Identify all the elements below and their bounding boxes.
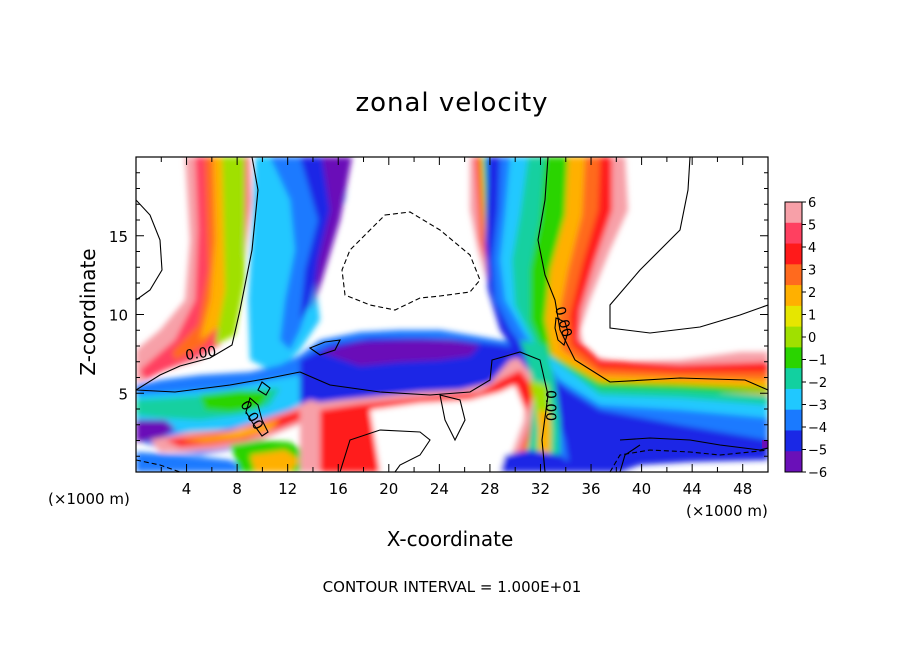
colorbar-label: 3 (808, 264, 816, 279)
x-tick-label: 12 (278, 480, 297, 498)
colorbar-swatch (785, 243, 802, 265)
colorbar-label: −2 (808, 376, 827, 391)
x-tick-label: 40 (632, 480, 651, 498)
colorbar-label: 5 (808, 219, 816, 234)
x-unit-left: (×1000 m) (48, 490, 130, 508)
x-tick-label: 44 (683, 480, 702, 498)
colorbar-label: −1 (808, 354, 827, 369)
chart-title: zonal velocity (355, 88, 549, 118)
x-unit-right: (×1000 m) (686, 502, 768, 520)
colorbar-swatch (785, 264, 802, 286)
colorbar-swatch (785, 451, 802, 473)
colorbar: 6 5 4 3 2 1 0 −1 −2 −3 −4 −5 −6 (784, 196, 827, 481)
y-axis: 5 10 15 (109, 172, 768, 457)
x-tick-label: 8 (232, 480, 242, 498)
velocity-field (136, 157, 768, 472)
y-axis-label: Z-coordinate (76, 248, 100, 376)
x-tick-label: 28 (480, 480, 499, 498)
y-tick-label: 10 (109, 307, 128, 325)
x-tick-label: 20 (379, 480, 398, 498)
x-tick-label: 36 (581, 480, 600, 498)
contour-label: 0.00 (542, 390, 558, 421)
x-tick-label: 16 (329, 480, 348, 498)
colorbar-label: 6 (808, 196, 816, 211)
colorbar-swatch (785, 285, 802, 307)
colorbar-swatch (785, 388, 802, 411)
colorbar-swatch (785, 409, 802, 431)
y-tick-label: 5 (118, 385, 128, 403)
colorbar-label: −5 (808, 444, 827, 459)
contour-label: 0.00 (551, 305, 575, 339)
colorbar-swatch (785, 202, 802, 224)
contour-label: 0.00 (184, 344, 217, 364)
x-tick-label: 48 (733, 480, 752, 498)
contour-lines (136, 157, 768, 472)
colorbar-label: 2 (808, 286, 816, 301)
x-tick-label: 24 (430, 480, 449, 498)
x-tick-label: 4 (182, 480, 192, 498)
colorbar-swatch (785, 222, 802, 245)
colorbar-label: −3 (808, 399, 827, 414)
colorbar-swatch (785, 430, 802, 452)
contour-interval-note: CONTOUR INTERVAL = 1.000E+01 (322, 578, 582, 596)
x-axis-label: X-coordinate (386, 527, 514, 551)
colorbar-swatch (785, 326, 802, 348)
colorbar-label: −4 (808, 421, 827, 436)
y-tick-label: 15 (109, 228, 128, 246)
colorbar-swatch (785, 368, 802, 390)
x-tick-label: 32 (531, 480, 550, 498)
colorbar-swatch (785, 305, 802, 328)
colorbar-label: 1 (808, 309, 816, 324)
colorbar-label: −6 (808, 466, 827, 481)
colorbar-swatch (785, 347, 802, 369)
colorbar-label: 0 (808, 331, 816, 346)
colorbar-label: 4 (808, 241, 816, 256)
x-axis: 4 8 12 16 20 24 28 32 36 40 44 48 (160, 157, 752, 498)
